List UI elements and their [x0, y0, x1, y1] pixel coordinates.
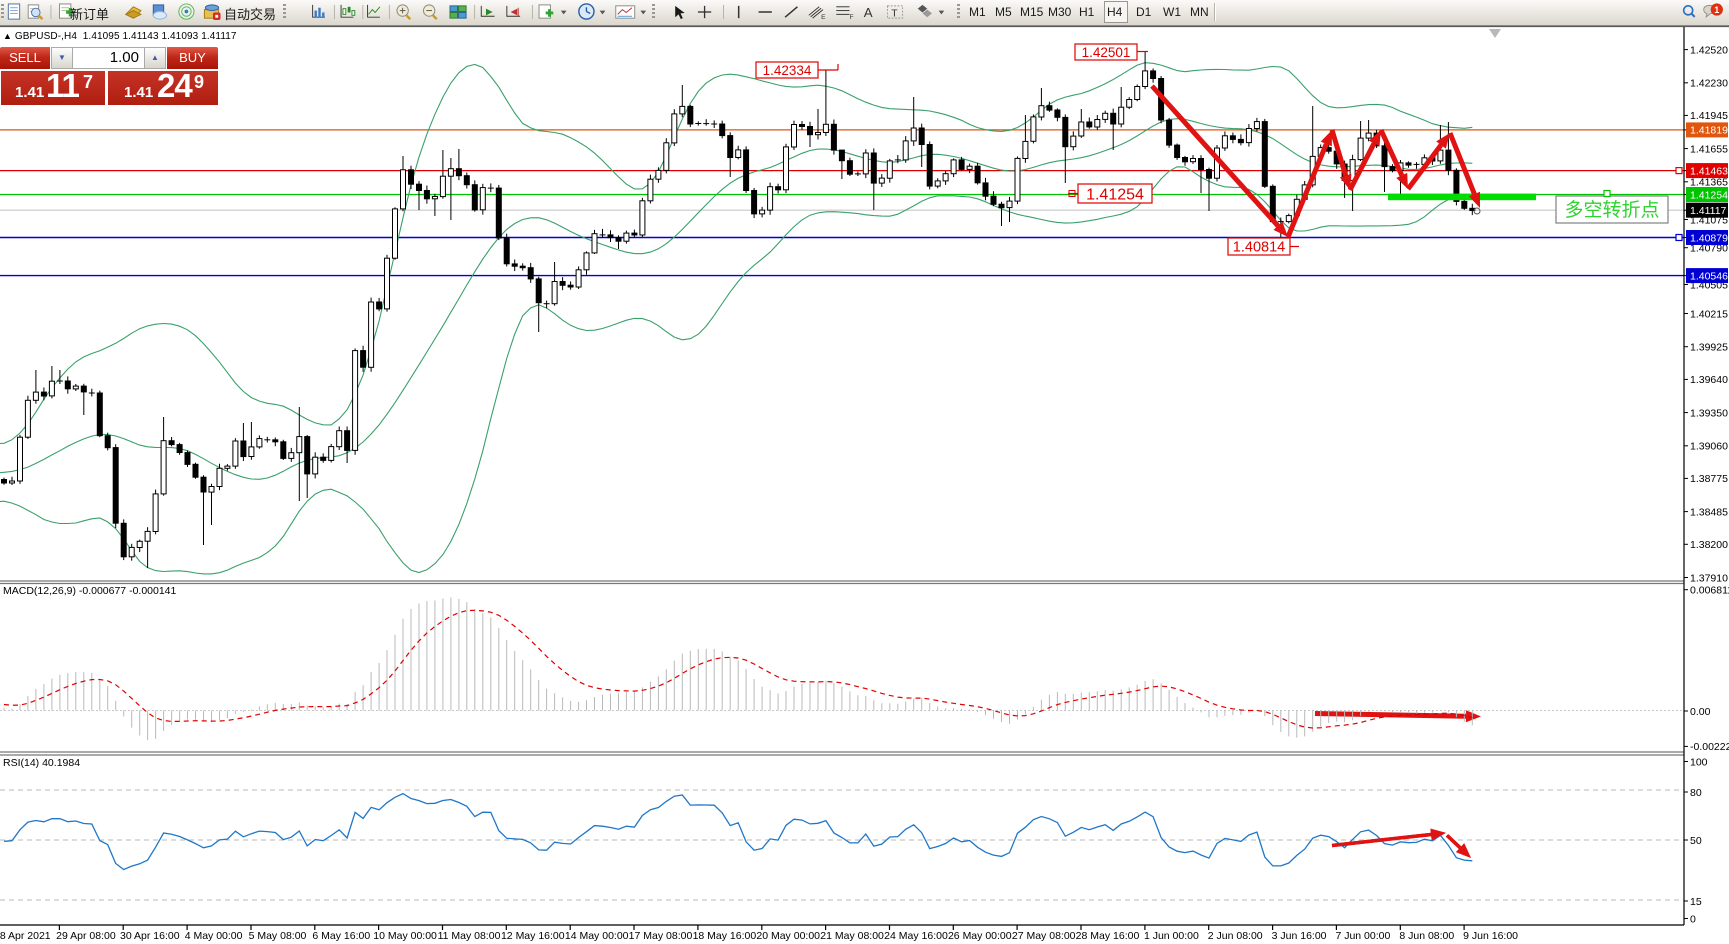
svg-text:A: A — [864, 5, 873, 20]
svg-text:RSI(14) 40.1984: RSI(14) 40.1984 — [3, 757, 80, 769]
svg-text:10 May 00:00: 10 May 00:00 — [373, 930, 437, 942]
svg-text:1.39060: 1.39060 — [1690, 441, 1728, 453]
svg-text:0: 0 — [1690, 913, 1696, 925]
svg-text:9 Jun 16:00: 9 Jun 16:00 — [1463, 930, 1518, 942]
svg-text:4 May 00:00: 4 May 00:00 — [185, 930, 243, 942]
svg-text:-0.002227: -0.002227 — [1690, 741, 1729, 753]
svg-text:0.00: 0.00 — [1690, 706, 1711, 718]
svg-text:17 May 08:00: 17 May 08:00 — [629, 930, 693, 942]
svg-text:6 May 16:00: 6 May 16:00 — [312, 930, 370, 942]
svg-text:12 May 16:00: 12 May 16:00 — [501, 930, 565, 942]
svg-text:1.42334: 1.42334 — [763, 63, 812, 78]
svg-text:1 Jun 00:00: 1 Jun 00:00 — [1144, 930, 1199, 942]
svg-text:1: 1 — [1714, 5, 1719, 15]
svg-text:18 May 16:00: 18 May 16:00 — [693, 930, 757, 942]
svg-text:E: E — [821, 14, 826, 21]
svg-text:1.41655: 1.41655 — [1690, 143, 1728, 155]
svg-text:5 May 08:00: 5 May 08:00 — [249, 930, 307, 942]
svg-text:MACD(12,26,9) -0.000677 -0.000: MACD(12,26,9) -0.000677 -0.000141 — [3, 585, 177, 597]
svg-text:1.38200: 1.38200 — [1690, 539, 1728, 551]
svg-text:1.42520: 1.42520 — [1690, 44, 1728, 56]
svg-text:7 Jun 00:00: 7 Jun 00:00 — [1335, 930, 1390, 942]
svg-text:100: 100 — [1690, 756, 1708, 768]
svg-text:1.41254: 1.41254 — [1690, 189, 1728, 201]
svg-text:1.40546: 1.40546 — [1690, 270, 1728, 282]
svg-text:1.42230: 1.42230 — [1690, 78, 1728, 90]
svg-text:1.40814: 1.40814 — [1233, 240, 1285, 256]
svg-text:0.006811: 0.006811 — [1690, 585, 1729, 597]
svg-text:1.38775: 1.38775 — [1690, 473, 1728, 485]
svg-text:26 May 00:00: 26 May 00:00 — [948, 930, 1012, 942]
svg-text:3 Jun 16:00: 3 Jun 16:00 — [1272, 930, 1327, 942]
svg-text:29 Apr 08:00: 29 Apr 08:00 — [56, 930, 116, 942]
svg-text:28 May 16:00: 28 May 16:00 — [1076, 930, 1140, 942]
svg-text:1.41117: 1.41117 — [1690, 205, 1727, 217]
svg-text:1.38485: 1.38485 — [1690, 506, 1728, 518]
svg-text:1.39350: 1.39350 — [1690, 407, 1728, 419]
svg-text:2 Jun 08:00: 2 Jun 08:00 — [1208, 930, 1263, 942]
svg-text:多空转折点: 多空转折点 — [1564, 199, 1659, 221]
svg-text:24 May 16:00: 24 May 16:00 — [884, 930, 948, 942]
svg-text:1.40790: 1.40790 — [1690, 243, 1728, 255]
svg-text:27 May 08:00: 27 May 08:00 — [1012, 930, 1076, 942]
svg-text:1.42501: 1.42501 — [1082, 45, 1131, 60]
svg-text:F: F — [850, 14, 854, 21]
svg-text:1.40879: 1.40879 — [1690, 232, 1728, 244]
svg-text:30 Apr 16:00: 30 Apr 16:00 — [120, 930, 180, 942]
svg-text:1.41819: 1.41819 — [1690, 125, 1728, 137]
svg-text:1.37910: 1.37910 — [1690, 572, 1728, 584]
svg-text:1.41945: 1.41945 — [1690, 110, 1728, 122]
svg-text:14 May 00:00: 14 May 00:00 — [565, 930, 629, 942]
svg-text:T: T — [891, 8, 898, 19]
svg-text:1.39925: 1.39925 — [1690, 342, 1728, 354]
svg-text:1.39640: 1.39640 — [1690, 374, 1728, 386]
svg-text:11 May 08:00: 11 May 08:00 — [438, 930, 501, 942]
svg-text:20 May 00:00: 20 May 00:00 — [756, 930, 820, 942]
svg-text:1.41463: 1.41463 — [1690, 165, 1728, 177]
svg-text:1.41365: 1.41365 — [1690, 177, 1728, 189]
svg-text:15: 15 — [1690, 896, 1702, 908]
svg-text:1.40215: 1.40215 — [1690, 308, 1728, 320]
svg-text:50: 50 — [1690, 835, 1702, 847]
svg-text:1.41254: 1.41254 — [1086, 186, 1144, 203]
svg-text:28 Apr 2021: 28 Apr 2021 — [0, 930, 51, 942]
svg-text:80: 80 — [1690, 787, 1702, 799]
svg-text:8 Jun 08:00: 8 Jun 08:00 — [1399, 930, 1454, 942]
svg-text:21 May 08:00: 21 May 08:00 — [820, 930, 884, 942]
